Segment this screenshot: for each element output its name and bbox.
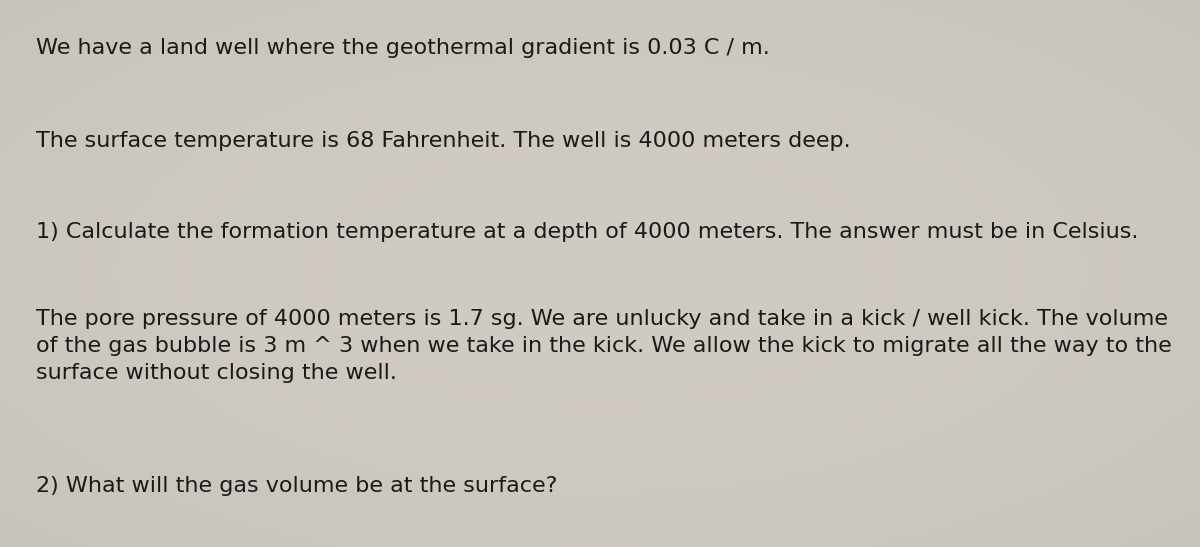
Text: 2) What will the gas volume be at the surface?: 2) What will the gas volume be at the su… [36,476,557,496]
Text: The surface temperature is 68 Fahrenheit. The well is 4000 meters deep.: The surface temperature is 68 Fahrenheit… [36,131,851,152]
Text: The pore pressure of 4000 meters is 1.7 sg. We are unlucky and take in a kick / : The pore pressure of 4000 meters is 1.7 … [36,309,1171,383]
Text: We have a land well where the geothermal gradient is 0.03 C / m.: We have a land well where the geothermal… [36,38,769,59]
Text: 1) Calculate the formation temperature at a depth of 4000 meters. The answer mus: 1) Calculate the formation temperature a… [36,222,1139,242]
